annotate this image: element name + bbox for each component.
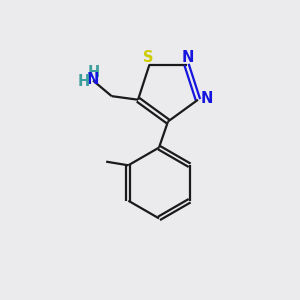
Text: N: N	[87, 72, 99, 87]
Text: S: S	[143, 50, 153, 65]
Text: H: H	[88, 64, 100, 80]
Text: N: N	[200, 91, 212, 106]
Text: N: N	[182, 50, 194, 65]
Text: H: H	[77, 74, 90, 88]
